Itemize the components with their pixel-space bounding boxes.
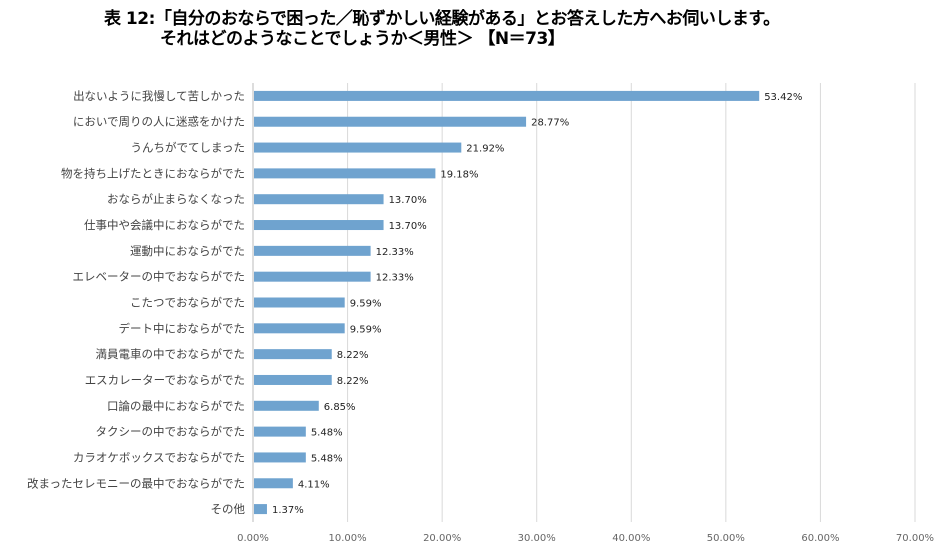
data-label: 8.22%	[337, 350, 369, 361]
category-label: タクシーの中でおならがでた	[96, 425, 246, 439]
category-label: こたつでおならがでた	[130, 296, 245, 310]
data-label: 28.77%	[531, 118, 569, 129]
x-tick-label: 30.00%	[518, 533, 556, 544]
category-label: その他	[211, 502, 246, 516]
bar	[254, 504, 267, 515]
data-label: 1.37%	[272, 505, 304, 516]
bar	[254, 168, 436, 179]
bar	[254, 374, 332, 385]
category-label: デート中におならがでた	[119, 321, 246, 335]
x-tick-label: 20.00%	[423, 533, 461, 544]
bar	[254, 400, 319, 411]
bar	[254, 194, 384, 205]
x-tick-label: 50.00%	[707, 533, 745, 544]
category-label: エレベーターの中でおならがでた	[73, 270, 246, 284]
category-label: カラオケボックスでおならがでた	[73, 450, 245, 464]
data-label: 8.22%	[337, 376, 369, 387]
x-tick-label: 60.00%	[801, 533, 839, 544]
bar	[254, 271, 371, 282]
data-label: 9.59%	[350, 324, 382, 335]
category-label: においで周りの人に迷惑をかけた	[73, 115, 245, 129]
bar	[254, 297, 345, 308]
data-label: 13.70%	[389, 195, 427, 206]
data-label: 13.70%	[389, 221, 427, 232]
bar	[254, 349, 332, 360]
bar	[254, 116, 527, 127]
data-label: 21.92%	[466, 144, 504, 155]
category-label: 仕事中や会議中におならがでた	[84, 218, 245, 232]
category-label: おならが止まらなくなった	[107, 192, 245, 206]
bar	[254, 220, 384, 231]
category-label: 物を持ち上げたときにおならがでた	[61, 166, 245, 180]
data-label: 12.33%	[376, 273, 414, 284]
bar	[254, 142, 462, 153]
category-label: 満員電車の中でおならがでた	[96, 347, 246, 361]
category-label: 口論の最中におならがでた	[107, 399, 245, 413]
x-tick-label: 0.00%	[237, 533, 269, 544]
bar	[254, 245, 371, 256]
category-label: 出ないように我慢して苦しかった	[73, 89, 245, 103]
bar	[254, 90, 760, 101]
chart-title: 表 12:「自分のおならで困った／恥ずかしい経験がある」とお答えした方へお伺いし…	[104, 9, 780, 29]
bar	[254, 426, 306, 437]
category-label: エスカレーターでおならがでた	[85, 373, 245, 387]
data-label: 19.18%	[440, 169, 478, 180]
data-label: 6.85%	[324, 402, 356, 413]
bar	[254, 452, 306, 463]
bar	[254, 323, 345, 334]
category-label: 改まったセレモニーの最中でおならがでた	[27, 476, 245, 490]
data-label: 5.48%	[311, 453, 343, 464]
category-label: うんちがでてしまった	[130, 141, 245, 155]
x-tick-label: 40.00%	[612, 533, 650, 544]
data-label: 53.42%	[764, 92, 802, 103]
x-tick-label: 10.00%	[329, 533, 367, 544]
category-label: 運動中におならがでた	[130, 244, 245, 258]
bar	[254, 478, 293, 489]
chart-subtitle: それはどのようなことでしょうか＜男性＞ 【N＝73】	[160, 29, 565, 49]
data-label: 12.33%	[376, 247, 414, 258]
x-tick-label: 70.00%	[896, 533, 934, 544]
data-label: 4.11%	[298, 479, 330, 490]
data-label: 5.48%	[311, 428, 343, 439]
data-label: 9.59%	[350, 299, 382, 310]
